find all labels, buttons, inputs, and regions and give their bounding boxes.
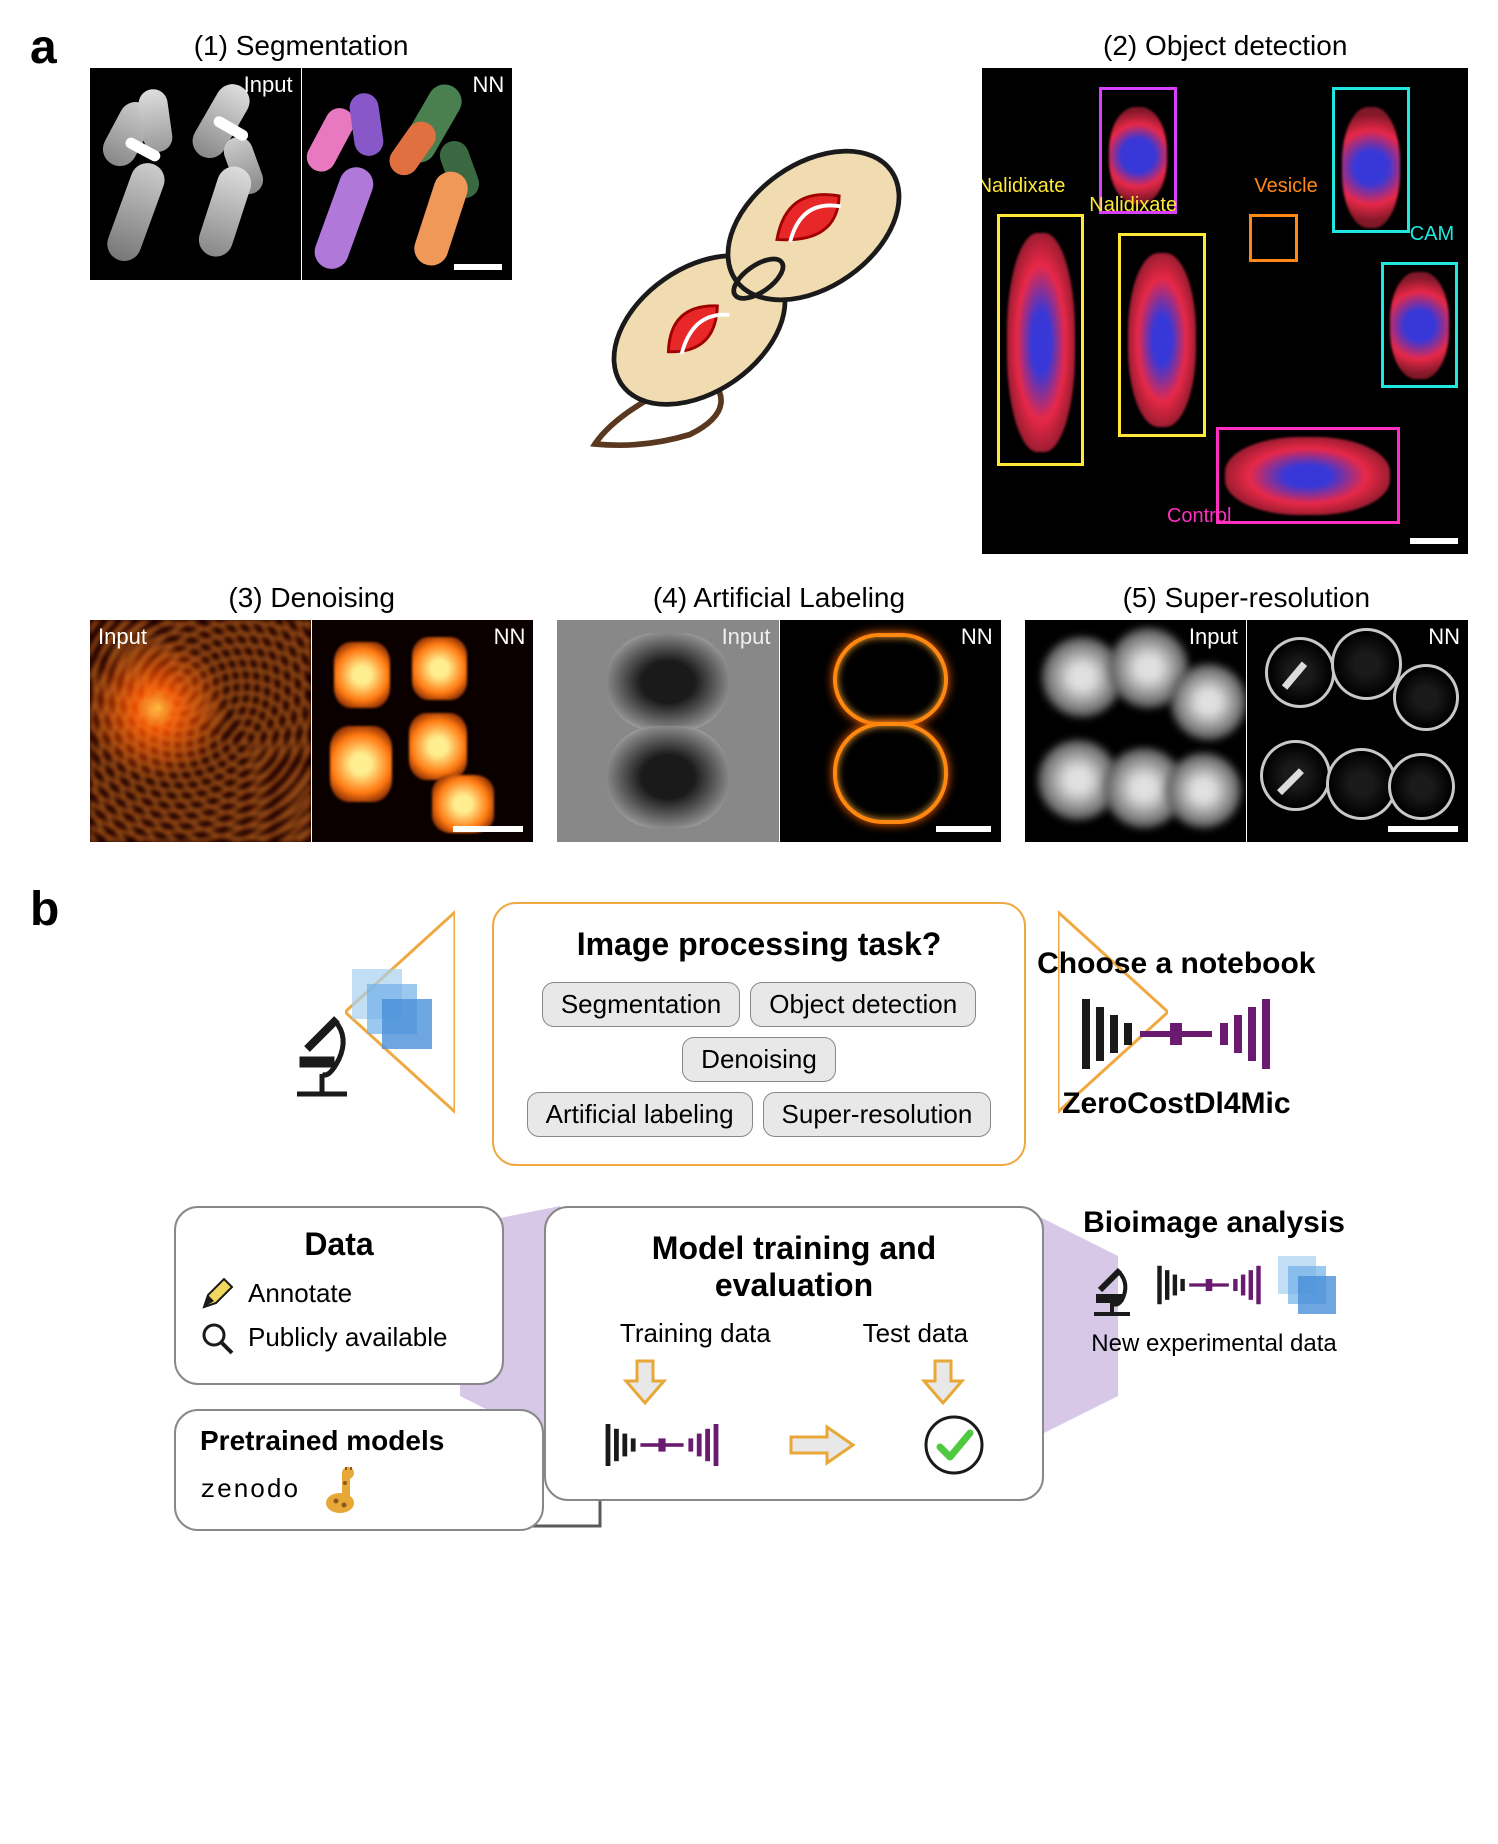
- pill-super-resolution: Super-resolution: [763, 1092, 992, 1137]
- bacteria-cartoon: [536, 30, 958, 554]
- task-superres: (5) Super-resolution Input NN: [1025, 582, 1468, 842]
- scalebar: [936, 826, 991, 832]
- bbox-cam: [1332, 87, 1410, 233]
- pill-object-detection: Object detection: [750, 982, 976, 1027]
- pretrained-title: Pretrained models: [200, 1425, 518, 1457]
- zenodo-label: zenodo: [200, 1475, 300, 1505]
- segmentation-input: Input: [90, 68, 302, 280]
- bbox-label-vesicle: Vesicle: [1254, 175, 1317, 198]
- task-denoising: (3) Denoising Input NN: [90, 582, 533, 842]
- training-data-label: Training data: [620, 1318, 771, 1349]
- arrow-right-icon: [787, 1423, 857, 1467]
- scalebar: [453, 826, 523, 832]
- superres-nn: NN: [1247, 620, 1468, 842]
- nn-label: NN: [1428, 624, 1460, 650]
- nn-icon: [1076, 989, 1276, 1079]
- nn-icon: [1154, 1257, 1264, 1313]
- magnifier-icon: [200, 1321, 234, 1355]
- panel-a: a (1) Segmentation Input: [30, 30, 1468, 842]
- task-labeling: (4) Artificial Labeling Input NN: [557, 582, 1000, 842]
- detection-image: MecillinamCAMCAMNalidixateNalidixateVesi…: [982, 68, 1468, 554]
- scalebar: [1388, 826, 1458, 832]
- nn-icon: [602, 1415, 722, 1475]
- denoising-nn: NN: [312, 620, 533, 842]
- bbox-control: [1216, 427, 1401, 524]
- labeling-input: Input: [557, 620, 779, 842]
- choose-notebook-block: Choose a notebook Zero: [1026, 947, 1326, 1121]
- input-label: Input: [98, 624, 147, 650]
- bbox-label-nalidixate: Nalidixate: [1089, 194, 1177, 217]
- choose-title: Choose a notebook: [1037, 947, 1315, 981]
- giraffe-icon: [316, 1465, 360, 1515]
- panel-b: b: [30, 902, 1468, 1531]
- pill-denoising: Denoising: [682, 1037, 836, 1082]
- annotate-item: Annotate: [200, 1277, 478, 1311]
- scalebar: [1410, 538, 1458, 544]
- data-card: Data Annotate Publicly availabl: [174, 1206, 504, 1385]
- bbox-label-nalidixate: Nalidixate: [982, 175, 1065, 198]
- train-card: Model training and evaluation Training d…: [544, 1206, 1044, 1501]
- input-label: Input: [1189, 624, 1238, 650]
- bio-title: Bioimage analysis: [1083, 1206, 1345, 1240]
- denoising-title: (3) Denoising: [228, 582, 395, 614]
- pretrained-card: Pretrained models zenodo: [174, 1409, 544, 1531]
- microscope-icon: [1086, 1250, 1146, 1320]
- image-stack-icon: [1272, 1250, 1342, 1320]
- nn-label: NN: [961, 624, 993, 650]
- panel-b-label: b: [30, 882, 59, 937]
- bbox-cam: [1381, 262, 1459, 388]
- detection-title: (2) Object detection: [1103, 30, 1347, 62]
- task-card-title: Image processing task?: [522, 926, 997, 963]
- arrow-down-icon: [918, 1357, 968, 1407]
- denoising-input: Input: [90, 620, 312, 842]
- bio-sub: New experimental data: [1091, 1330, 1336, 1358]
- test-data-label: Test data: [863, 1318, 969, 1349]
- public-label: Publicly available: [248, 1322, 447, 1353]
- public-item: Publicly available: [200, 1321, 478, 1355]
- task-segmentation: (1) Segmentation Input: [90, 30, 512, 554]
- bio-card: Bioimage analysis: [1044, 1206, 1384, 1358]
- check-icon: [922, 1413, 986, 1477]
- data-card-title: Data: [200, 1226, 478, 1263]
- superres-input: Input: [1025, 620, 1247, 842]
- bbox-label-cam: CAM: [1410, 223, 1454, 246]
- bbox-label-control: Control: [1167, 505, 1231, 528]
- annotate-label: Annotate: [248, 1278, 352, 1309]
- segmentation-nn: NN: [302, 68, 513, 280]
- nn-label: NN: [472, 72, 504, 98]
- panel-a-label: a: [30, 20, 57, 75]
- bbox-nalidixate: [1118, 233, 1205, 437]
- pill-artificial-labeling: Artificial labeling: [527, 1092, 753, 1137]
- nn-label: NN: [494, 624, 526, 650]
- bbox-vesicle: [1249, 214, 1298, 263]
- arrow-down-icon: [620, 1357, 670, 1407]
- superres-title: (5) Super-resolution: [1123, 582, 1370, 614]
- segmentation-title: (1) Segmentation: [194, 30, 409, 62]
- microscope-block: [232, 959, 492, 1109]
- scalebar: [454, 264, 502, 270]
- labeling-title: (4) Artificial Labeling: [653, 582, 905, 614]
- input-label: Input: [722, 624, 771, 650]
- train-card-title: Model training and evaluation: [574, 1230, 1014, 1304]
- input-label: Input: [244, 72, 293, 98]
- task-detection: (2) Object detection MecillinamCAMCAMNal…: [982, 30, 1468, 554]
- labeling-nn: NN: [780, 620, 1001, 842]
- pencil-icon: [200, 1277, 234, 1311]
- pill-segmentation: Segmentation: [542, 982, 740, 1027]
- task-card: Image processing task? SegmentationObjec…: [492, 902, 1027, 1166]
- bbox-nalidixate: [997, 214, 1084, 466]
- brand-label: ZeroCostDl4Mic: [1062, 1087, 1290, 1121]
